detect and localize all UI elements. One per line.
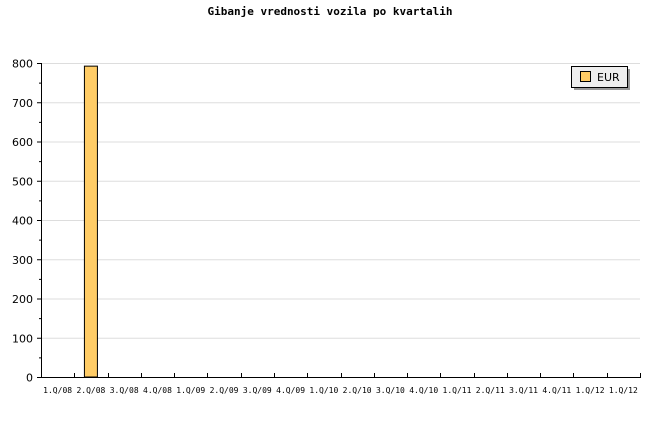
x-tick-label: 2.Q/09 bbox=[210, 386, 239, 395]
x-tick-label: 1.Q/12 bbox=[609, 386, 638, 395]
x-tick-label: 4.Q/09 bbox=[276, 386, 305, 395]
legend-label: EUR bbox=[597, 71, 620, 84]
x-tick-label: 3.Q/08 bbox=[110, 386, 139, 395]
y-tick-label: 500 bbox=[12, 175, 33, 188]
legend-swatch bbox=[580, 71, 591, 82]
x-tick-label: 2.Q/10 bbox=[343, 386, 372, 395]
x-tick-label: 4.Q/08 bbox=[143, 386, 172, 395]
chart-title: Gibanje vrednosti vozila po kvartalih bbox=[207, 5, 453, 18]
y-tick-label: 100 bbox=[12, 332, 33, 345]
x-tick-label: 1.Q/09 bbox=[176, 386, 205, 395]
x-tick-label: 4.Q/11 bbox=[542, 386, 571, 395]
x-tick-label: 3.Q/11 bbox=[509, 386, 538, 395]
y-tick-label: 300 bbox=[12, 254, 33, 267]
x-tick-label: 3.Q/10 bbox=[376, 386, 405, 395]
y-tick-label: 200 bbox=[12, 293, 33, 306]
y-tick-label: 600 bbox=[12, 136, 33, 149]
y-tick-label: 400 bbox=[12, 215, 33, 228]
y-tick-label: 700 bbox=[12, 97, 33, 110]
x-tick-label: 2.Q/11 bbox=[476, 386, 505, 395]
bar bbox=[83, 65, 98, 378]
y-tick-label: 800 bbox=[12, 58, 33, 71]
x-tick-label: 1.Q/12 bbox=[576, 386, 605, 395]
x-tick-label: 4.Q/10 bbox=[409, 386, 438, 395]
x-tick-label: 2.Q/08 bbox=[76, 386, 105, 395]
x-tick-label: 3.Q/09 bbox=[243, 386, 272, 395]
x-tick-label: 1.Q/10 bbox=[309, 386, 338, 395]
x-tick-label: 1.Q/08 bbox=[43, 386, 72, 395]
y-tick-label: 0 bbox=[26, 372, 33, 385]
x-tick-label: 1.Q/11 bbox=[443, 386, 472, 395]
